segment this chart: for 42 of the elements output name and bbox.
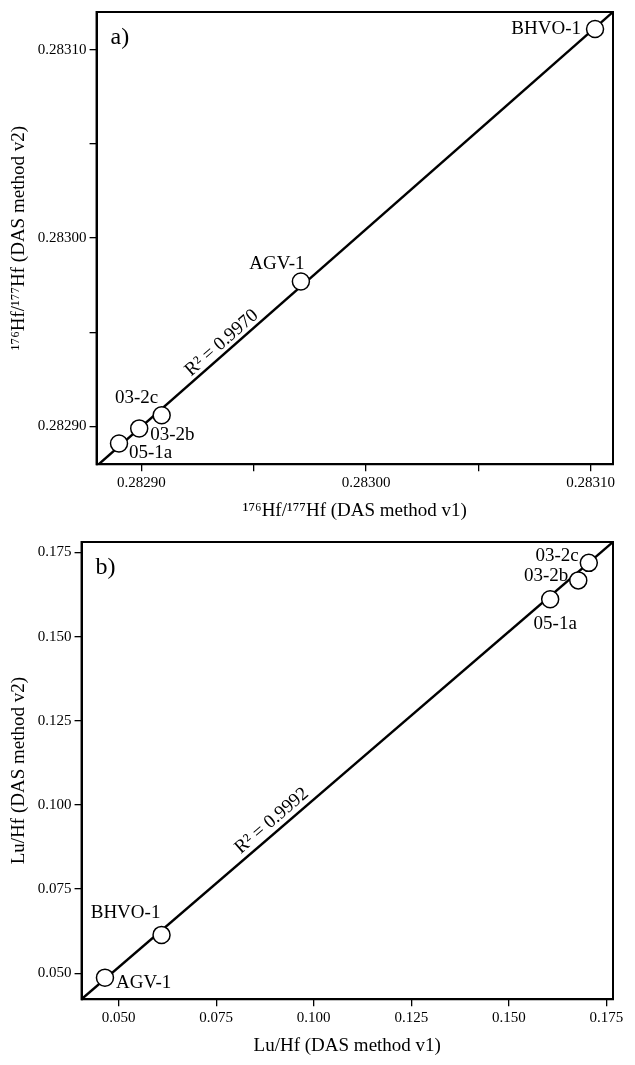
x-axis-title: Lu/Hf (DAS method v1) (253, 1033, 441, 1056)
y-tick-label: 0.050 (37, 964, 72, 981)
x-axis-title: ¹⁷⁶Hf/¹⁷⁷Hf (DAS method v1) (242, 498, 467, 521)
y-tick-label: 0.28310 (37, 40, 87, 57)
x-tick-label: 0.28310 (566, 474, 615, 491)
point (152, 925, 171, 945)
x-tick-label: 0.050 (101, 1009, 136, 1026)
point (109, 434, 129, 453)
point (569, 571, 588, 590)
x-tick-label: 0.125 (394, 1009, 429, 1026)
annotation: a) (110, 23, 130, 50)
annotation: b) (95, 553, 116, 580)
y-tick-label: 0.28290 (37, 417, 87, 434)
point (129, 419, 149, 438)
x-tick-label: 0.100 (296, 1009, 331, 1026)
point (152, 405, 171, 425)
y-tick-label: 0.28300 (37, 229, 87, 246)
y-tick-label: 0.100 (37, 795, 72, 812)
annotation: 03-2c (535, 543, 579, 565)
y-tick-label: 0.175 (37, 543, 72, 560)
point (585, 19, 605, 39)
annotation: 03-2b (523, 564, 569, 586)
point (291, 272, 311, 291)
annotation: AGV-1 (115, 970, 172, 992)
point (95, 968, 115, 987)
x-tick-label: 0.150 (491, 1009, 526, 1026)
y-axis-title: Lu/Hf (DAS method v2) (7, 676, 30, 865)
annotation: 03-2c (115, 386, 159, 408)
point (540, 589, 560, 609)
y-tick-label: 0.075 (37, 880, 72, 897)
annotation: BHVO-1 (511, 16, 582, 38)
x-tick-label: 0.175 (589, 1009, 624, 1026)
y-tick-label: 0.125 (37, 711, 72, 728)
annotation: BHVO-1 (90, 900, 161, 922)
y-axis-title: ¹⁷⁶Hf/¹⁷⁷Hf (DAS method v2) (7, 126, 30, 351)
x-tick-label: 0.28290 (117, 474, 166, 491)
annotation: 05-1a (533, 612, 578, 634)
x-tick-label: 0.075 (199, 1009, 234, 1026)
x-tick-label: 0.28300 (341, 474, 391, 491)
y-tick-label: 0.150 (37, 627, 72, 644)
annotation: AGV-1 (249, 252, 305, 274)
point (579, 553, 599, 573)
